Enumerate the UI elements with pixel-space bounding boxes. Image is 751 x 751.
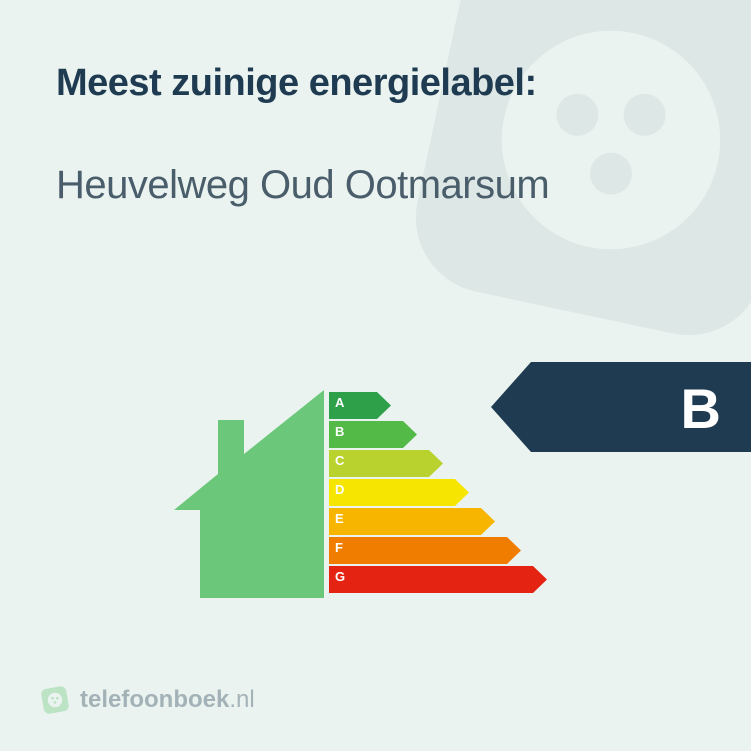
footer-brand: telefoonboek.nl [40,685,255,715]
footer-brand-bold: telefoonboek [80,686,229,713]
location-name: Heuvelweg Oud Ootmarsum [56,163,695,208]
energy-bar-a: A [329,392,547,419]
footer-brand-thin: .nl [229,686,254,713]
page-title: Meest zuinige energielabel: [56,62,695,105]
energy-bar-label: C [335,453,344,468]
energy-bar-b: B [329,421,547,448]
energy-bars: ABCDEFG [329,392,547,595]
energy-bar-e: E [329,508,547,535]
energy-bar-label: D [335,482,344,497]
energy-bar-label: G [335,569,345,584]
energy-bar-f: F [329,537,547,564]
energy-bar-label: B [335,424,344,439]
footer-logo-icon [40,685,70,715]
energy-bar-g: G [329,566,547,593]
house-icon [174,370,324,620]
energy-bar-d: D [329,479,547,506]
energy-bar-c: C [329,450,547,477]
energy-bar-label: F [335,540,343,555]
energy-bar-label: A [335,395,344,410]
energy-bar-label: E [335,511,344,526]
footer-brand-text: telefoonboek.nl [80,686,255,714]
energy-label-graphic: ABCDEFG [174,370,734,630]
